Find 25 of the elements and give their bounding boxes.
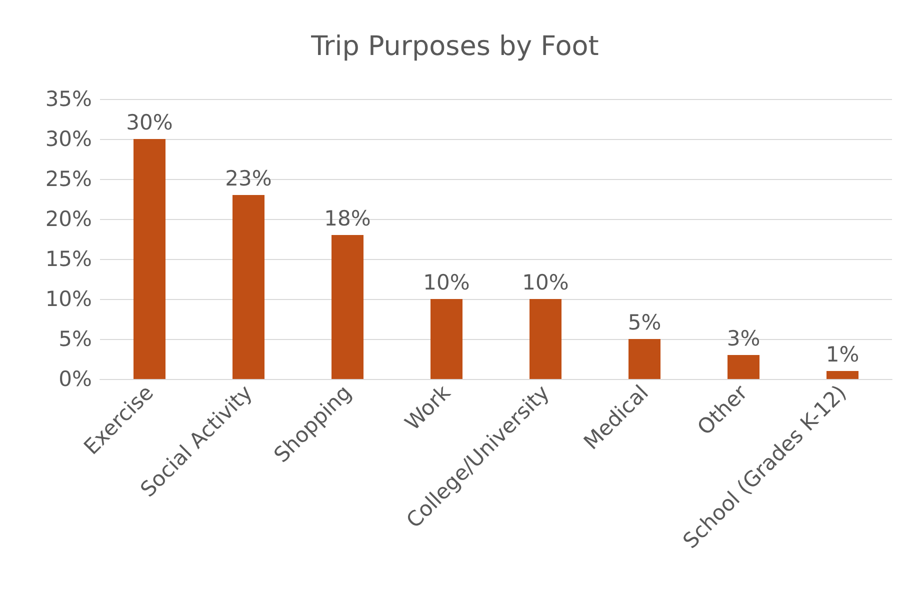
data-label: 18% [324, 206, 371, 230]
bar [232, 195, 264, 379]
data-label: 30% [126, 110, 173, 134]
data-label: 10% [423, 270, 470, 294]
data-label: 5% [628, 310, 662, 334]
data-label: 23% [225, 166, 272, 190]
bar [728, 355, 760, 379]
bar [332, 235, 364, 379]
chart-title: Trip Purposes by Foot [310, 31, 599, 62]
data-label: 3% [726, 326, 760, 350]
y-tick-label: 0% [58, 367, 92, 391]
y-tick-label: 15% [45, 247, 92, 271]
y-tick-label: 30% [45, 127, 92, 151]
bar [134, 139, 166, 379]
y-tick-label: 10% [45, 287, 92, 311]
bar [430, 299, 462, 379]
bar [628, 339, 660, 379]
data-label: 10% [522, 270, 569, 294]
data-label: 1% [826, 342, 860, 366]
bar [530, 299, 562, 379]
y-tick-label: 25% [45, 167, 92, 191]
bar [826, 371, 858, 379]
y-tick-label: 35% [45, 87, 92, 111]
y-tick-label: 20% [45, 207, 92, 231]
y-tick-label: 5% [58, 327, 92, 351]
